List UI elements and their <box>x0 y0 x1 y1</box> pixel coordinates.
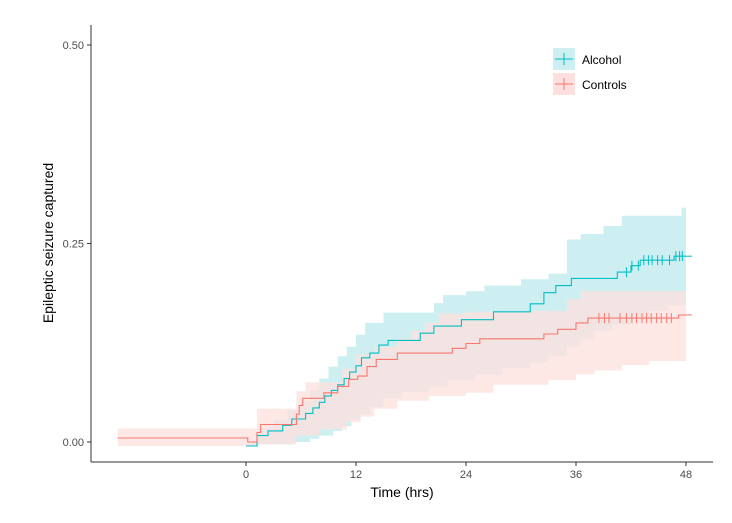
x-axis-title: Time (hrs) <box>370 484 433 500</box>
legend-label-alcohol: Alcohol <box>582 53 621 67</box>
x-tick-label: 12 <box>350 469 362 481</box>
y-axis-ticks: 0.00 0.25 0.50 <box>63 40 91 449</box>
y-tick-label: 0.50 <box>63 40 84 52</box>
censor-marks <box>598 251 683 324</box>
x-tick-label: 0 <box>243 469 249 481</box>
y-tick-label: 0.00 <box>63 437 84 449</box>
y-tick-label: 0.25 <box>63 239 84 251</box>
x-tick-label: 48 <box>680 469 692 481</box>
ci-band-controls <box>117 279 686 446</box>
km-line-alcohol <box>246 255 686 447</box>
y-axis-title: Epileptic seizure captured <box>40 163 56 323</box>
legend: Alcohol Controls <box>553 48 627 95</box>
x-axis-ticks: 0 12 24 36 48 <box>243 462 692 481</box>
survival-lines <box>117 255 692 447</box>
x-tick-label: 24 <box>460 469 472 481</box>
confidence-bands <box>117 207 686 446</box>
x-tick-label: 36 <box>570 469 582 481</box>
legend-label-controls: Controls <box>582 78 627 92</box>
km-line-controls <box>117 314 686 443</box>
